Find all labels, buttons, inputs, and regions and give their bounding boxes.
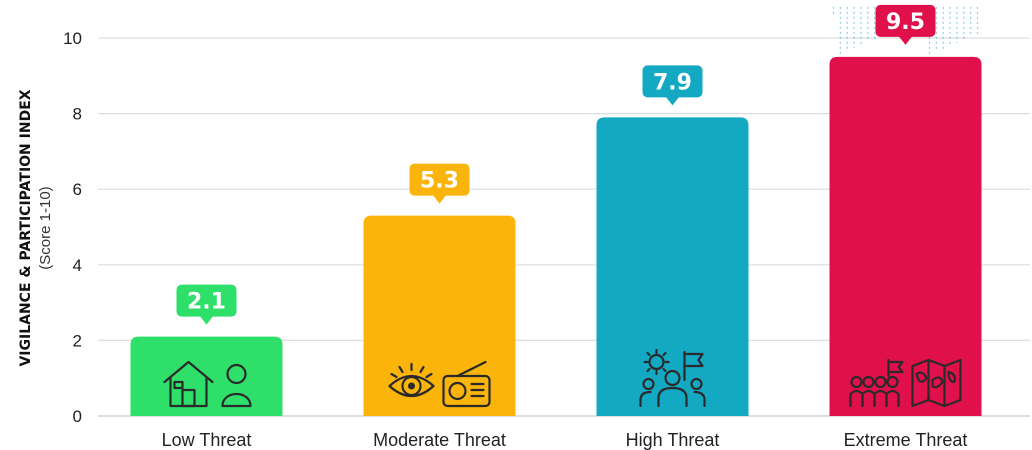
y-tick-label: 4 (73, 256, 82, 275)
value-badge: 9.5 (876, 5, 936, 45)
bar-group: 2.1 (131, 285, 283, 416)
x-category-label: Low Threat (162, 430, 252, 450)
bars: 2.1 5.3 7.9 9.5 (131, 5, 982, 416)
bar-group: 7.9 (597, 65, 749, 416)
x-category-label: Extreme Threat (844, 430, 968, 450)
value-label: 5.3 (420, 169, 459, 194)
x-category-label: Moderate Threat (373, 430, 506, 450)
value-badge: 5.3 (410, 164, 470, 204)
y-axis-label: VIGILANCE & PARTICIPATION INDEX (18, 89, 34, 366)
bar (830, 57, 982, 416)
y-tick-label: 8 (73, 105, 82, 124)
y-axis: 0 2 4 6 8 10 (63, 29, 82, 426)
x-axis: Low Threat Moderate Threat High Threat Extr… (162, 430, 968, 450)
bar (364, 216, 516, 416)
value-badge: 7.9 (643, 65, 703, 105)
y-tick-label: 2 (73, 331, 82, 350)
x-category-label: High Threat (626, 430, 720, 450)
y-tick-label: 10 (63, 29, 82, 48)
y-axis-sublabel: (Score 1-10) (37, 186, 54, 269)
value-label: 2.1 (187, 290, 226, 315)
y-axis-title: VIGILANCE & PARTICIPATION INDEX (Score 1… (18, 89, 54, 366)
y-tick-label: 6 (73, 180, 82, 199)
value-label: 9.5 (886, 10, 925, 35)
value-label: 7.9 (653, 70, 692, 95)
bar-group: 5.3 (364, 164, 516, 416)
y-tick-label: 0 (73, 407, 82, 426)
value-badge: 2.1 (177, 285, 237, 325)
bar-group: 9.5 (830, 5, 982, 416)
